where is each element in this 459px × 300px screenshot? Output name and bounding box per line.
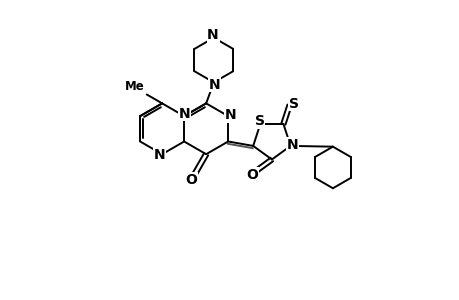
Text: O: O [246,168,257,182]
Text: N: N [286,138,298,152]
Text: S: S [289,97,298,111]
Text: N: N [208,78,220,92]
Text: Me: Me [124,80,144,93]
Text: N: N [154,148,165,162]
Text: N: N [207,28,218,42]
Text: N: N [224,108,236,122]
Text: S: S [254,114,264,128]
Text: N: N [179,107,190,121]
Text: O: O [185,173,196,187]
